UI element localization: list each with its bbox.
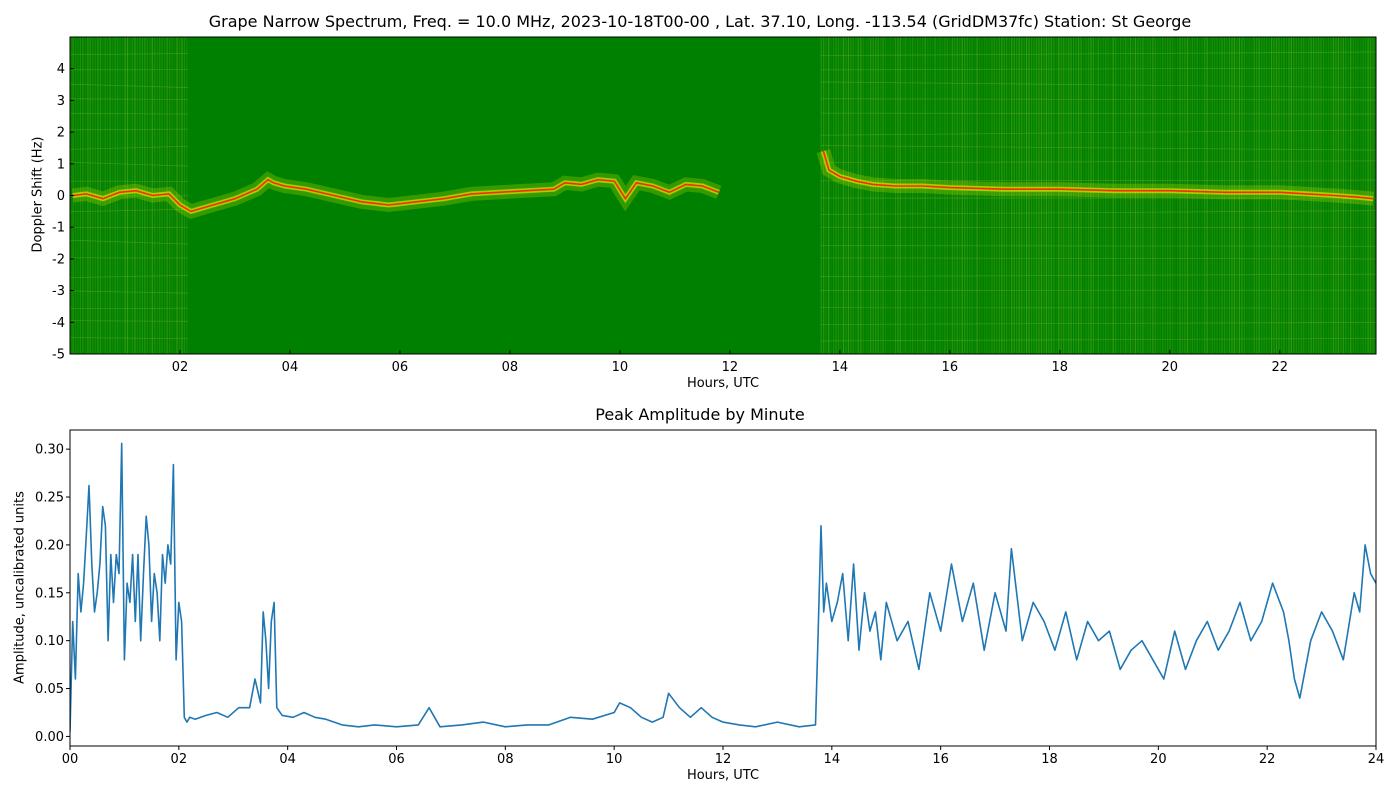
amplitude-x-tick-label: 02 bbox=[171, 752, 188, 767]
spectrogram-x-tick-label: 02 bbox=[172, 360, 189, 375]
amplitude-x-tick-label: 00 bbox=[62, 752, 79, 767]
amplitude-y-tick-label: 0.25 bbox=[35, 491, 64, 506]
spectrogram-y-tick-label: -5 bbox=[52, 348, 65, 363]
amplitude-y-tick-label: 0.05 bbox=[35, 682, 64, 697]
spectrogram-title: Grape Narrow Spectrum, Freq. = 10.0 MHz,… bbox=[208, 12, 1192, 31]
amplitude-y-tick-label: 0.15 bbox=[35, 586, 64, 601]
amplitude-x-tick-label: 04 bbox=[279, 752, 296, 767]
spectrogram-x-tick-label: 08 bbox=[502, 360, 519, 375]
amplitude-series-line bbox=[70, 442, 1376, 732]
spectrogram-background bbox=[70, 37, 1376, 354]
amplitude-x-tick-label: 16 bbox=[932, 752, 949, 767]
spectrogram-y-tick-label: 4 bbox=[57, 62, 65, 77]
spectrogram-x-tick-label: 22 bbox=[1271, 360, 1288, 375]
amplitude-plot-area bbox=[70, 430, 1376, 746]
spectrogram-x-tick-label: 18 bbox=[1052, 360, 1069, 375]
amplitude-x-tick-label: 14 bbox=[824, 752, 841, 767]
doppler-trace bbox=[822, 150, 1374, 200]
amplitude-x-tick-label: 12 bbox=[715, 752, 732, 767]
spectrogram-image bbox=[70, 37, 1376, 354]
spectrogram-y-tick-label: -2 bbox=[52, 252, 65, 267]
spectrogram-y-tick-label: 3 bbox=[57, 94, 65, 109]
spectrogram-x-axis-label: Hours, UTC bbox=[686, 376, 760, 391]
spectrogram-y-tick-label: 1 bbox=[57, 157, 65, 172]
spectrogram-y-tick-label: -4 bbox=[52, 316, 65, 331]
amplitude-x-axis-label: Hours, UTC bbox=[686, 768, 760, 783]
spectrogram-x-tick-label: 20 bbox=[1162, 360, 1179, 375]
amplitude-x-tick-label: 22 bbox=[1259, 752, 1276, 767]
spectrogram-x-tick-label: 10 bbox=[612, 360, 629, 375]
spectrogram-y-tick-label: 2 bbox=[57, 126, 65, 141]
spectrogram-x-tick-label: 04 bbox=[282, 360, 299, 375]
spectrogram-y-tick-label: 0 bbox=[57, 189, 65, 204]
amplitude-x-tick-label: 20 bbox=[1150, 752, 1167, 767]
amplitude-y-tick-label: 0.30 bbox=[35, 443, 64, 458]
amplitude-x-tick-label: 06 bbox=[388, 752, 405, 767]
spectrogram-y-tick-label: -3 bbox=[52, 284, 65, 299]
amplitude-x-tick-label: 10 bbox=[606, 752, 623, 767]
amplitude-x-tick-label: 24 bbox=[1368, 752, 1385, 767]
amplitude-y-tick-label: 0.10 bbox=[35, 634, 64, 649]
amplitude-y-tick-label: 0.20 bbox=[35, 538, 64, 553]
amplitude-plot: 00 02 04 06 08 10 12 14 16 18 20 22 24 0.00 0.05 0.10 0.… bbox=[35, 429, 1385, 767]
spectrogram-x-tick-label: 16 bbox=[942, 360, 959, 375]
amplitude-x-tick-label: 08 bbox=[497, 752, 514, 767]
doppler-trace bbox=[72, 178, 720, 213]
amplitude-x-tick-label: 18 bbox=[1041, 752, 1058, 767]
spectrogram-y-tick-label: -1 bbox=[52, 221, 65, 236]
amplitude-chart-title: Peak Amplitude by Minute bbox=[595, 405, 805, 424]
spectrogram-x-tick-label: 12 bbox=[722, 360, 739, 375]
spectrogram-noise-band bbox=[820, 37, 1376, 354]
spectrogram-x-tick-label: 06 bbox=[392, 360, 409, 375]
spectrogram-x-tick-label: 14 bbox=[832, 360, 849, 375]
amplitude-y-tick-label: 0.00 bbox=[35, 730, 64, 745]
